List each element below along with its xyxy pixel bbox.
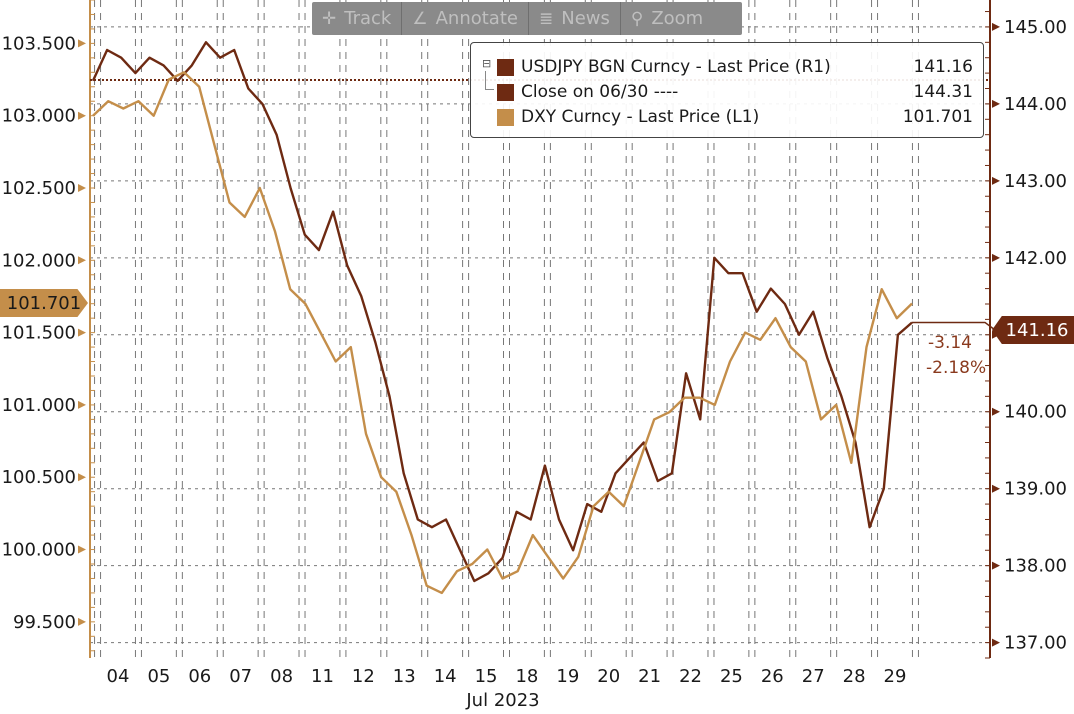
series-layer bbox=[91, 41, 996, 595]
magnifier-icon: ⚲ bbox=[630, 8, 644, 29]
annotate-button[interactable]: ∠ Annotate bbox=[402, 2, 528, 35]
x-tick-label: 04 bbox=[107, 666, 130, 687]
change-absolute: -3.14 bbox=[928, 333, 972, 353]
track-label: Track bbox=[344, 8, 392, 29]
right-tick-marker bbox=[992, 22, 1000, 31]
left-tick-marker bbox=[78, 184, 86, 192]
x-tick-label: 08 bbox=[270, 666, 293, 687]
legend-item-close[interactable]: Close on 06/30 ---- 144.31 bbox=[497, 80, 973, 104]
x-tick-label: 27 bbox=[802, 666, 825, 687]
right-tick-label: 139.00 bbox=[1004, 479, 1067, 500]
legend-swatch bbox=[497, 83, 514, 101]
right-tick-label: 144.00 bbox=[1004, 94, 1067, 115]
legend-label: Close on 06/30 ---- bbox=[521, 82, 679, 102]
x-tick-label: 11 bbox=[311, 666, 334, 687]
dxy-last-price-tag: 101.701 bbox=[0, 289, 88, 317]
chart-toolbar: ✛ Track ∠ Annotate ≣ News ⚲ Zoom bbox=[312, 2, 742, 35]
x-axis-ticks: 04 05 06 07 08 11 12 13 14 15 18 19 20 21 22 25 26 27 28 29 bbox=[107, 666, 907, 687]
left-tick-label: 101.500 bbox=[2, 323, 76, 344]
legend-label: DXY Curncy - Last Price (L1) bbox=[521, 107, 760, 127]
legend-value: 101.701 bbox=[902, 107, 973, 127]
left-tick-label: 100.000 bbox=[2, 540, 76, 561]
toolbar-divider bbox=[401, 2, 403, 35]
left-tick-marker bbox=[78, 39, 86, 48]
x-tick-label: 19 bbox=[556, 666, 579, 687]
right-tick-label: 143.00 bbox=[1004, 171, 1067, 192]
legend-label: USDJPY BGN Curncy - Last Price (R1) bbox=[521, 57, 831, 77]
right-tick-label: 142.00 bbox=[1004, 248, 1067, 269]
right-tick-marker bbox=[992, 176, 1000, 185]
x-tick-label: 15 bbox=[475, 666, 498, 687]
last-price-connector bbox=[912, 321, 996, 331]
news-icon: ≣ bbox=[538, 8, 554, 29]
left-tick-label: 101.000 bbox=[2, 395, 76, 416]
left-tick-marker bbox=[78, 400, 86, 409]
usdjpy-line bbox=[91, 41, 913, 583]
left-tick-label: 103.500 bbox=[2, 33, 76, 54]
x-tick-label: 07 bbox=[229, 666, 252, 687]
right-tick-marker bbox=[992, 253, 1000, 262]
right-tick-marker bbox=[992, 407, 1000, 416]
x-tick-label: 29 bbox=[884, 666, 907, 687]
legend-group-bracket bbox=[485, 71, 494, 90]
x-tick-label: 18 bbox=[515, 666, 538, 687]
x-axis-title: Jul 2023 bbox=[465, 690, 539, 711]
crosshair-icon: ✛ bbox=[322, 8, 337, 29]
right-tick-marker bbox=[992, 638, 1000, 647]
left-tick-marker bbox=[78, 545, 86, 554]
left-tick-marker bbox=[78, 617, 86, 626]
x-tick-label: 14 bbox=[434, 666, 457, 687]
usdjpy-last-price-tag: 141.16 bbox=[992, 316, 1074, 344]
right-tick-label: 140.00 bbox=[1004, 402, 1067, 423]
dxy-line bbox=[92, 71, 913, 595]
left-tick-label: 102.000 bbox=[2, 250, 76, 271]
news-button[interactable]: ≣ News bbox=[529, 2, 620, 35]
right-tick-label: 145.00 bbox=[1004, 17, 1067, 38]
left-tick-label: 103.000 bbox=[2, 106, 76, 127]
zoom-button[interactable]: ⚲ Zoom bbox=[621, 2, 713, 35]
legend-item-usdjpy[interactable]: USDJPY BGN Curncy - Last Price (R1) 141.… bbox=[497, 55, 973, 79]
x-tick-label: 06 bbox=[188, 666, 211, 687]
pencil-icon: ∠ bbox=[412, 8, 428, 29]
left-tick-label: 102.500 bbox=[2, 178, 76, 199]
x-tick-label: 28 bbox=[843, 666, 866, 687]
x-tick-label: 05 bbox=[147, 666, 170, 687]
left-tick-marker bbox=[78, 473, 86, 482]
x-tick-label: 21 bbox=[638, 666, 661, 687]
x-tick-label: 26 bbox=[761, 666, 784, 687]
right-tick-label: 138.00 bbox=[1004, 556, 1067, 577]
news-label: News bbox=[561, 8, 610, 29]
change-percent: -2.18% bbox=[926, 358, 987, 378]
zoom-label: Zoom bbox=[651, 8, 704, 29]
annotate-label: Annotate bbox=[435, 8, 518, 29]
right-tick-marker bbox=[992, 99, 1000, 108]
left-tick-marker bbox=[78, 328, 86, 337]
left-tick-label: 100.500 bbox=[2, 467, 76, 488]
x-tick-label: 25 bbox=[720, 666, 743, 687]
left-tick-marker bbox=[78, 111, 86, 120]
toolbar-divider bbox=[619, 2, 621, 35]
left-axis-ticks: 99.500 100.000 100.500 101.000 101.500 102.00… bbox=[2, 0, 95, 652]
x-tick-label: 12 bbox=[352, 666, 375, 687]
x-tick-label: 22 bbox=[679, 666, 702, 687]
legend-value: 141.16 bbox=[913, 57, 973, 77]
left-tick-marker bbox=[78, 256, 86, 265]
legend-value: 144.31 bbox=[913, 82, 973, 102]
toolbar-divider bbox=[527, 2, 529, 35]
legend-swatch bbox=[497, 108, 514, 126]
right-tick-marker bbox=[992, 561, 1000, 570]
left-tick-label: 99.500 bbox=[13, 612, 76, 633]
x-tick-label: 20 bbox=[597, 666, 620, 687]
grid bbox=[90, 0, 990, 658]
right-tick-marker bbox=[992, 484, 1000, 493]
x-tick-label: 13 bbox=[393, 666, 416, 687]
collapse-icon[interactable]: ⊟ bbox=[482, 57, 492, 70]
track-button[interactable]: ✛ Track bbox=[312, 2, 401, 35]
right-tick-label: 137.00 bbox=[1004, 633, 1067, 654]
legend-swatch bbox=[497, 58, 514, 76]
chart-legend: ⊟ USDJPY BGN Curncy - Last Price (R1) 14… bbox=[470, 42, 984, 138]
legend-item-dxy[interactable]: DXY Curncy - Last Price (L1) 101.701 bbox=[497, 105, 973, 129]
